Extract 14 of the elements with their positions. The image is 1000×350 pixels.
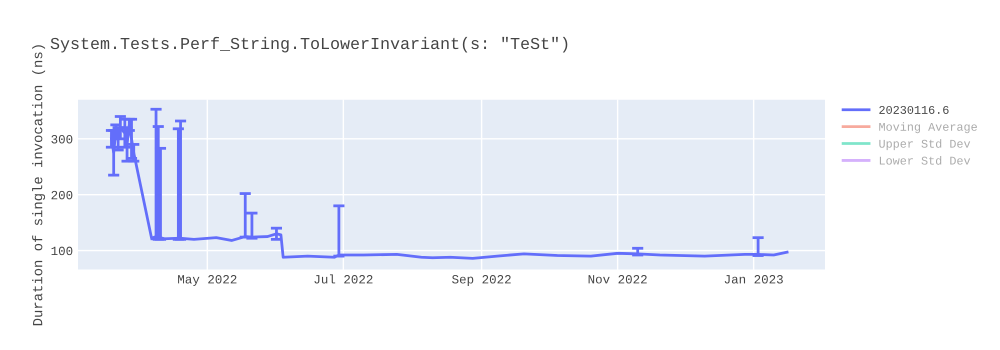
y-tick-label: 200 xyxy=(52,190,72,200)
y-tick-label: 300 xyxy=(51,135,72,144)
x-tick-label: Nov 2022 xyxy=(588,275,647,284)
y-tick-label: 100 xyxy=(52,246,72,256)
chart-title: System.Tests.Perf_String.ToLowerInvariant(s: "TeSt") xyxy=(50,36,568,52)
legend-label: 20230116.6 xyxy=(879,106,949,114)
legend-label: Lower Std Dev xyxy=(880,156,970,165)
legend-label: Moving Average xyxy=(879,122,977,134)
y-axis-title: Duration of single invocation (ns) xyxy=(32,45,46,326)
x-tick-label: Sep 2022 xyxy=(452,275,511,286)
legend-label: Upper Std Dev xyxy=(879,139,970,150)
x-tick-label: Jan 2023 xyxy=(724,275,783,284)
x-tick-label: Jul 2022 xyxy=(314,274,372,284)
x-tick-label: May 2022 xyxy=(178,275,236,286)
